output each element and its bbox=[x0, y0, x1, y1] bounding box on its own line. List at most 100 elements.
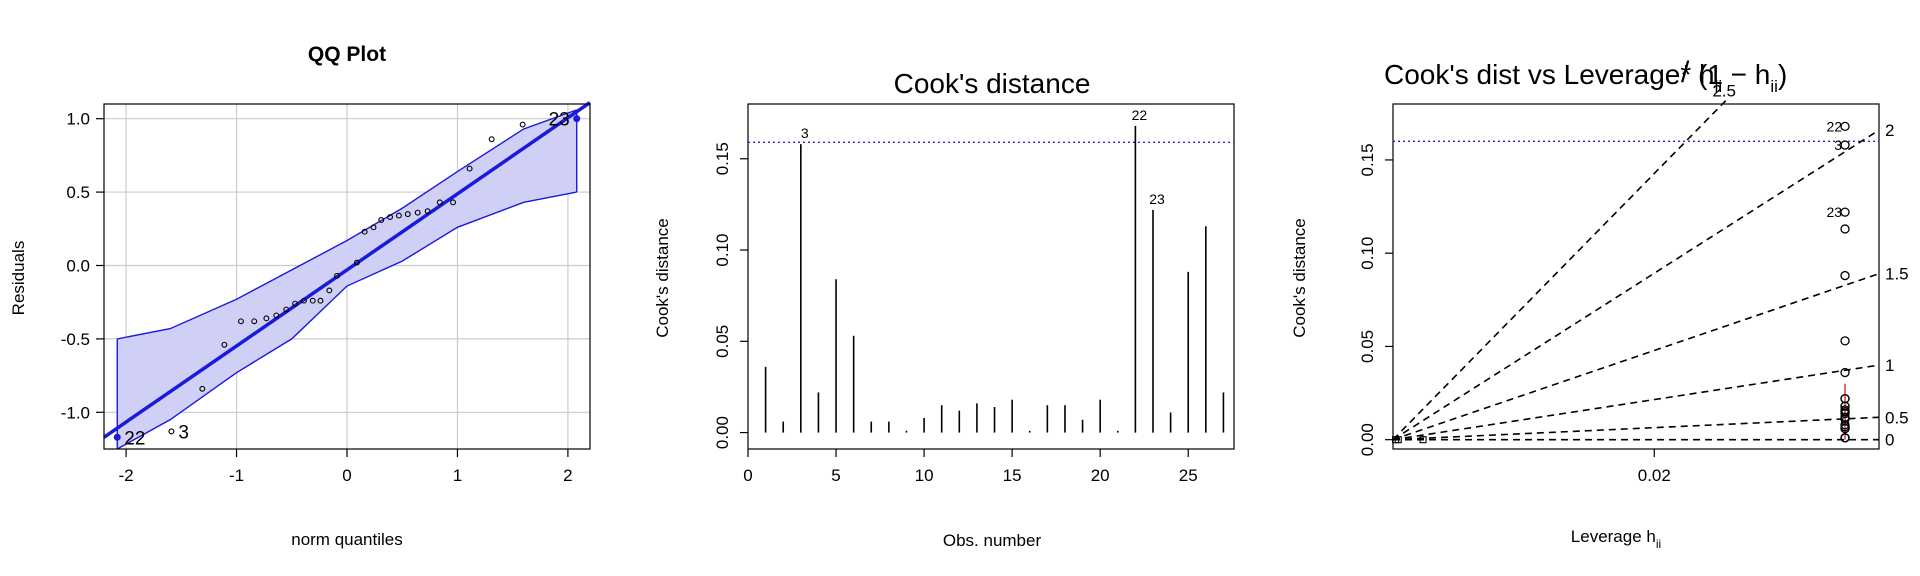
cooks-vs-leverage-ylabel: Cook's distance bbox=[1290, 218, 1309, 337]
qq-band-upper bbox=[117, 109, 577, 340]
title-slash: / bbox=[1681, 56, 1690, 89]
cooks-plot-frame bbox=[747, 103, 1235, 450]
leverage-point bbox=[1840, 433, 1850, 443]
leverage-point-label: 22 bbox=[1826, 118, 1842, 134]
qq-x-tick-label: 1 bbox=[453, 466, 462, 485]
leverage-contour-label: 2.5 bbox=[1712, 81, 1736, 100]
leverage-contour-label: 0 bbox=[1885, 431, 1894, 450]
cooks-distance-title: Cook's distance bbox=[894, 68, 1091, 99]
leverage-point-label: 3 bbox=[1834, 137, 1842, 153]
title-frac-sub: ii bbox=[1770, 77, 1778, 96]
qq-plot-title: QQ Plot bbox=[308, 43, 386, 66]
qq-y-tick-label: 0.0 bbox=[66, 256, 90, 275]
qq-x-tick-label: -1 bbox=[229, 466, 244, 485]
cooks-vs-leverage-title: Cook's dist vs Leverage* hii / (1 − hii) bbox=[1384, 56, 1787, 96]
leverage-point bbox=[1840, 140, 1850, 150]
qq-x-tick-label: 0 bbox=[342, 466, 351, 485]
qq-point bbox=[378, 217, 385, 223]
qq-y-tick-label: 0.5 bbox=[66, 183, 90, 202]
leverage-contour-line bbox=[1392, 129, 1880, 441]
cooks-y-tick-label: 0.00 bbox=[713, 416, 732, 449]
qq-point bbox=[353, 259, 360, 266]
qq-point bbox=[361, 228, 368, 235]
title-frac: (1 − h bbox=[1698, 59, 1770, 90]
qq-point bbox=[404, 211, 411, 218]
qq-point bbox=[488, 136, 495, 143]
qq-point bbox=[263, 315, 270, 322]
qq-plot-frame bbox=[103, 103, 591, 450]
leverage-y-tick-label: 0.00 bbox=[1358, 423, 1377, 456]
qq-x-tick-label: -2 bbox=[119, 466, 134, 485]
qq-point bbox=[326, 287, 333, 294]
cooks-y-tick-label: 0.05 bbox=[713, 325, 732, 358]
leverage-contour-label: 1.5 bbox=[1885, 265, 1909, 284]
leverage-contour-line bbox=[1392, 99, 1727, 441]
cooks-distance-xlabel: Obs. number bbox=[943, 531, 1042, 550]
leverage-point bbox=[1840, 224, 1850, 234]
cooks-y-tick-label: 0.10 bbox=[713, 233, 732, 266]
qq-point bbox=[317, 297, 324, 304]
leverage-point bbox=[1840, 336, 1850, 346]
title-main: Cook's dist vs Leverage* h bbox=[1384, 59, 1715, 90]
leverage-contour-line bbox=[1392, 272, 1880, 441]
cooks-bar-label: 23 bbox=[1149, 191, 1165, 207]
qq-point-label: 23 bbox=[549, 110, 570, 131]
leverage-point bbox=[1840, 423, 1850, 434]
leverage-point bbox=[1840, 367, 1850, 378]
qq-highlight-point bbox=[113, 433, 121, 441]
qq-point bbox=[414, 209, 421, 216]
qq-band-lower bbox=[116, 191, 577, 450]
cooks-x-tick-label: 25 bbox=[1179, 466, 1198, 485]
cooks-vs-leverage-xlabel: Leverage hii bbox=[1571, 527, 1661, 551]
svg-text:(1 − hii): (1 − hii) bbox=[1698, 59, 1787, 96]
qq-highlight-point bbox=[573, 115, 581, 123]
qq-point bbox=[238, 318, 244, 325]
leverage-point bbox=[1840, 270, 1850, 281]
qq-point bbox=[221, 341, 228, 348]
cooks-bar-label: 22 bbox=[1132, 107, 1148, 123]
qq-point bbox=[436, 199, 443, 206]
qq-y-tick-label: -1.0 bbox=[61, 403, 90, 422]
leverage-contour-label: 1 bbox=[1885, 356, 1894, 375]
qq-point bbox=[387, 214, 394, 220]
qq-confidence-band bbox=[117, 109, 577, 449]
qq-point bbox=[370, 224, 377, 231]
cooks-distance-ylabel: Cook's distance bbox=[653, 218, 672, 337]
leverage-contour-label: 2 bbox=[1885, 121, 1894, 140]
leverage-contour-label: 0.5 bbox=[1885, 408, 1909, 427]
leverage-point bbox=[1840, 408, 1850, 419]
leverage-contour-line bbox=[1392, 364, 1880, 441]
qq-point bbox=[300, 297, 307, 304]
qq-point bbox=[466, 165, 473, 172]
leverage-point bbox=[1840, 207, 1850, 217]
qq-y-tick-label: -0.5 bbox=[61, 330, 90, 349]
cooks-distance-panel: Cook's distance Obs. number Cook's dista… bbox=[653, 68, 1235, 550]
leverage-point bbox=[1840, 121, 1850, 132]
qq-plot-xlabel: norm quantiles bbox=[291, 530, 403, 549]
qq-fit-line bbox=[103, 101, 591, 439]
cooks-vs-leverage-panel: Cook's dist vs Leverage* hii / (1 − hii)… bbox=[1290, 56, 1909, 551]
qq-point bbox=[199, 385, 206, 392]
cooks-y-tick-label: 0.15 bbox=[713, 142, 732, 175]
title-sub: ii bbox=[1715, 77, 1723, 96]
qq-point bbox=[251, 318, 258, 325]
leverage-contour-line bbox=[1392, 416, 1880, 441]
qq-point bbox=[395, 212, 402, 219]
qq-point bbox=[519, 121, 526, 128]
qq-point bbox=[334, 272, 341, 279]
qq-point bbox=[273, 312, 280, 319]
cooks-bar-label: 3 bbox=[801, 125, 809, 141]
cooks-x-tick-label: 10 bbox=[915, 466, 934, 485]
qq-y-tick-label: 1.0 bbox=[66, 110, 90, 129]
cooks-x-tick-label: 0 bbox=[743, 466, 752, 485]
leverage-plot-frame bbox=[1392, 103, 1880, 450]
svg-text:Cook's dist vs Leverage* hii: Cook's dist vs Leverage* hii bbox=[1384, 59, 1722, 96]
cooks-x-tick-label: 15 bbox=[1003, 466, 1022, 485]
cooks-x-tick-label: 20 bbox=[1091, 466, 1110, 485]
leverage-y-tick-label: 0.05 bbox=[1358, 330, 1377, 363]
qq-point bbox=[309, 297, 316, 304]
leverage-y-tick-label: 0.15 bbox=[1358, 143, 1377, 176]
cooks-x-tick-label: 5 bbox=[831, 466, 840, 485]
leverage-point-label: 23 bbox=[1826, 204, 1842, 220]
